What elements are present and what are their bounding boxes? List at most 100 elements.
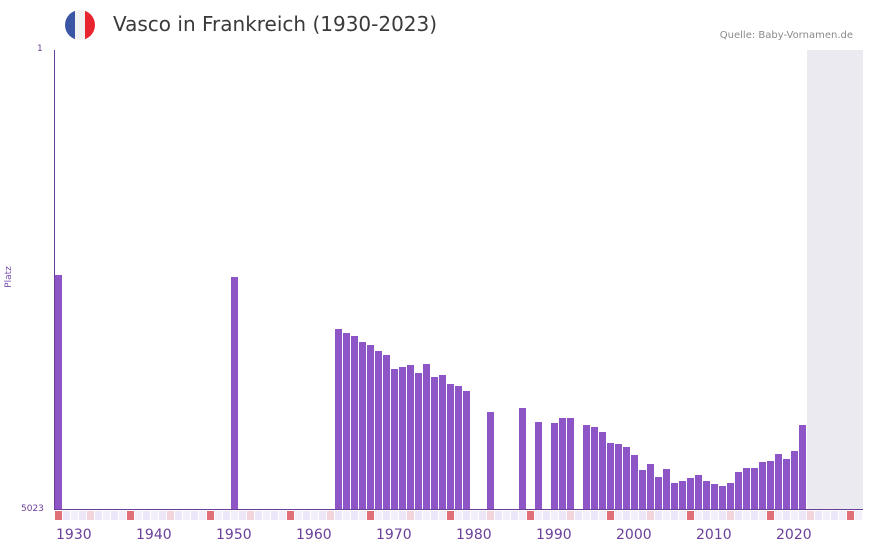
bar-1971[interactable]	[383, 355, 390, 510]
year-tick	[751, 511, 758, 520]
year-tick	[647, 511, 654, 520]
bar-1973[interactable]	[399, 367, 406, 510]
bar-2005[interactable]	[655, 477, 662, 510]
year-tick	[423, 511, 430, 520]
bar-1967[interactable]	[351, 336, 358, 510]
bar-2007[interactable]	[671, 483, 678, 510]
bar-1999[interactable]	[607, 443, 614, 510]
year-tick	[151, 511, 158, 520]
bar-1975[interactable]	[415, 373, 422, 510]
bar-1997[interactable]	[591, 427, 598, 510]
year-tick	[383, 511, 390, 520]
year-tick	[159, 511, 166, 520]
bar-1978[interactable]	[439, 375, 446, 510]
bar-1980[interactable]	[455, 386, 462, 510]
year-tick	[271, 511, 278, 520]
year-tick	[239, 511, 246, 520]
year-tick	[55, 511, 62, 520]
year-ticks	[55, 511, 863, 520]
bar-2021[interactable]	[783, 459, 790, 510]
year-tick	[615, 511, 622, 520]
year-tick	[719, 511, 726, 520]
bar-2009[interactable]	[687, 478, 694, 510]
bar-1976[interactable]	[423, 364, 430, 510]
year-tick	[575, 511, 582, 520]
year-tick	[303, 511, 310, 520]
bar-2016[interactable]	[743, 468, 750, 510]
flag-stripe	[85, 10, 95, 40]
y-top-label: 1	[37, 44, 43, 54]
year-tick	[679, 511, 686, 520]
bar-1972[interactable]	[391, 369, 398, 510]
year-tick	[79, 511, 86, 520]
bar-2004[interactable]	[647, 464, 654, 510]
bar-2017[interactable]	[751, 468, 758, 510]
bar-2013[interactable]	[719, 486, 726, 510]
bar-1992[interactable]	[551, 423, 558, 510]
bar-2002[interactable]	[631, 455, 638, 510]
year-tick	[487, 511, 494, 520]
year-tick	[639, 511, 646, 520]
bar-2008[interactable]	[679, 481, 686, 510]
bar-1981[interactable]	[463, 391, 470, 510]
year-tick	[415, 511, 422, 520]
bar-1994[interactable]	[567, 418, 574, 510]
x-label-1950: 1950	[216, 527, 252, 543]
year-tick	[255, 511, 262, 520]
year-tick	[671, 511, 678, 520]
year-tick	[535, 511, 542, 520]
bar-2022[interactable]	[791, 451, 798, 510]
bar-1969[interactable]	[367, 345, 374, 510]
year-tick	[327, 511, 334, 520]
bar-2011[interactable]	[703, 481, 710, 510]
bar-1996[interactable]	[583, 425, 590, 510]
bar-1990[interactable]	[535, 422, 542, 510]
year-tick	[191, 511, 198, 520]
bar-1974[interactable]	[407, 365, 414, 510]
year-tick	[359, 511, 366, 520]
bar-1984[interactable]	[487, 412, 494, 510]
y-axis-title: Platz	[3, 266, 14, 288]
bar-2006[interactable]	[663, 469, 670, 510]
bar-2018[interactable]	[759, 462, 766, 510]
bar-1930[interactable]	[55, 275, 62, 510]
year-tick	[287, 511, 294, 520]
bar-2019[interactable]	[767, 461, 774, 510]
bar-1988[interactable]	[519, 408, 526, 510]
bar-1998[interactable]	[599, 432, 606, 510]
year-tick	[111, 511, 118, 520]
bar-1968[interactable]	[359, 342, 366, 510]
bar-2023[interactable]	[799, 425, 806, 510]
grid-lines	[55, 50, 863, 510]
bar-1979[interactable]	[447, 384, 454, 510]
year-tick	[447, 511, 454, 520]
bar-2010[interactable]	[695, 475, 702, 510]
bar-1966[interactable]	[343, 333, 350, 510]
year-tick	[215, 511, 222, 520]
bar-1965[interactable]	[335, 329, 342, 510]
year-tick	[503, 511, 510, 520]
bar-2014[interactable]	[727, 483, 734, 510]
bar-1993[interactable]	[559, 418, 566, 510]
bar-1970[interactable]	[375, 351, 382, 510]
year-tick	[727, 511, 734, 520]
year-tick	[175, 511, 182, 520]
bar-2015[interactable]	[735, 472, 742, 510]
y-bottom-label: 5023	[21, 504, 44, 514]
bar-2020[interactable]	[775, 454, 782, 510]
year-tick	[591, 511, 598, 520]
x-label-2020: 2020	[776, 527, 812, 543]
year-tick	[439, 511, 446, 520]
bar-1977[interactable]	[431, 377, 438, 510]
source-credit: Quelle: Baby-Vornamen.de	[719, 30, 853, 41]
year-tick	[807, 511, 814, 520]
bar-2001[interactable]	[623, 447, 630, 510]
x-label-1940: 1940	[136, 527, 172, 543]
bar-2012[interactable]	[711, 484, 718, 510]
year-tick	[103, 511, 110, 520]
year-tick	[295, 511, 302, 520]
flag-stripe	[75, 10, 85, 40]
bar-1952[interactable]	[231, 277, 238, 510]
bar-2003[interactable]	[639, 470, 646, 510]
bar-2000[interactable]	[615, 444, 622, 510]
